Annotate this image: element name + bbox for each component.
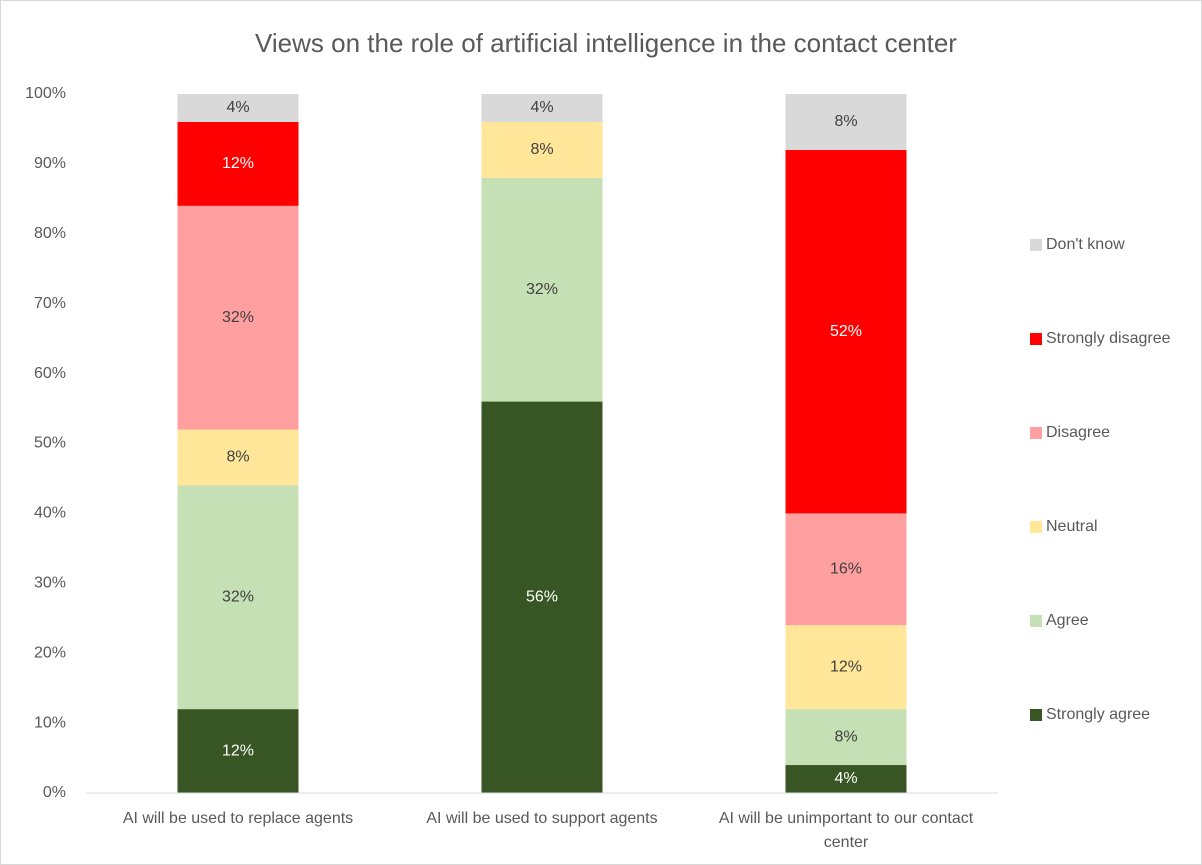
bar-segment <box>785 513 907 626</box>
bar-segment <box>481 94 603 122</box>
legend-label: Strongly agree <box>1046 706 1150 723</box>
data-label: 8% <box>226 449 249 466</box>
data-label: 8% <box>834 113 857 130</box>
bar-segment <box>785 94 907 150</box>
y-tick-label: 80% <box>34 225 66 242</box>
x-tick-label: AI will be used to replace agents <box>122 810 354 827</box>
bar-segment <box>177 94 299 122</box>
legend-swatch <box>1030 427 1042 439</box>
legend-swatch <box>1030 709 1042 721</box>
data-label: 32% <box>526 281 558 298</box>
legend-label: Agree <box>1046 612 1089 629</box>
bar-segment <box>785 149 907 514</box>
legend-swatch <box>1030 239 1042 251</box>
bar-segment <box>481 401 603 793</box>
bar-segment <box>785 765 907 793</box>
data-label: 8% <box>530 141 553 158</box>
data-label: 12% <box>222 742 254 759</box>
y-tick-label: 40% <box>34 505 66 522</box>
y-tick-label: 10% <box>34 714 66 731</box>
x-tick-label: AI will be used to support agents <box>426 810 658 827</box>
y-tick-label: 60% <box>34 365 66 382</box>
y-tick-label: 20% <box>34 644 66 661</box>
y-tick-label: 50% <box>34 435 66 452</box>
bar-segment <box>481 177 603 402</box>
legend-swatch <box>1030 615 1042 627</box>
data-label: 4% <box>834 770 857 787</box>
data-label: 12% <box>830 658 862 675</box>
y-tick-label: 0% <box>43 784 66 801</box>
legend-swatch <box>1030 521 1042 533</box>
bar-segment <box>177 205 299 430</box>
data-label: 4% <box>530 99 553 116</box>
legend-label: Strongly disagree <box>1046 330 1171 347</box>
y-tick-label: 90% <box>34 155 66 172</box>
bar-segment <box>177 709 299 793</box>
legend-swatch <box>1030 333 1042 345</box>
data-label: 32% <box>222 309 254 326</box>
legend-label: Disagree <box>1046 424 1110 441</box>
bar-segment <box>177 121 299 206</box>
bar-segment <box>785 625 907 710</box>
data-label: 56% <box>526 588 558 605</box>
data-label: 52% <box>830 323 862 340</box>
bar-segment <box>177 485 299 710</box>
y-tick-label: 70% <box>34 295 66 312</box>
bar-segment <box>481 121 603 178</box>
bar-segment <box>177 429 299 486</box>
y-tick-label: 30% <box>34 575 66 592</box>
data-label: 32% <box>222 588 254 605</box>
data-label: 4% <box>226 99 249 116</box>
data-label: 12% <box>222 155 254 172</box>
y-tick-label: 100% <box>25 85 66 102</box>
data-label: 8% <box>834 728 857 745</box>
legend-label: Neutral <box>1046 518 1098 535</box>
bar-segment <box>785 709 907 766</box>
legend-label: Don't know <box>1046 236 1125 253</box>
chart-title: Views on the role of artificial intellig… <box>255 28 957 58</box>
data-label: 16% <box>830 561 862 578</box>
x-tick-label: AI will be unimportant to our contact ce… <box>718 810 974 851</box>
